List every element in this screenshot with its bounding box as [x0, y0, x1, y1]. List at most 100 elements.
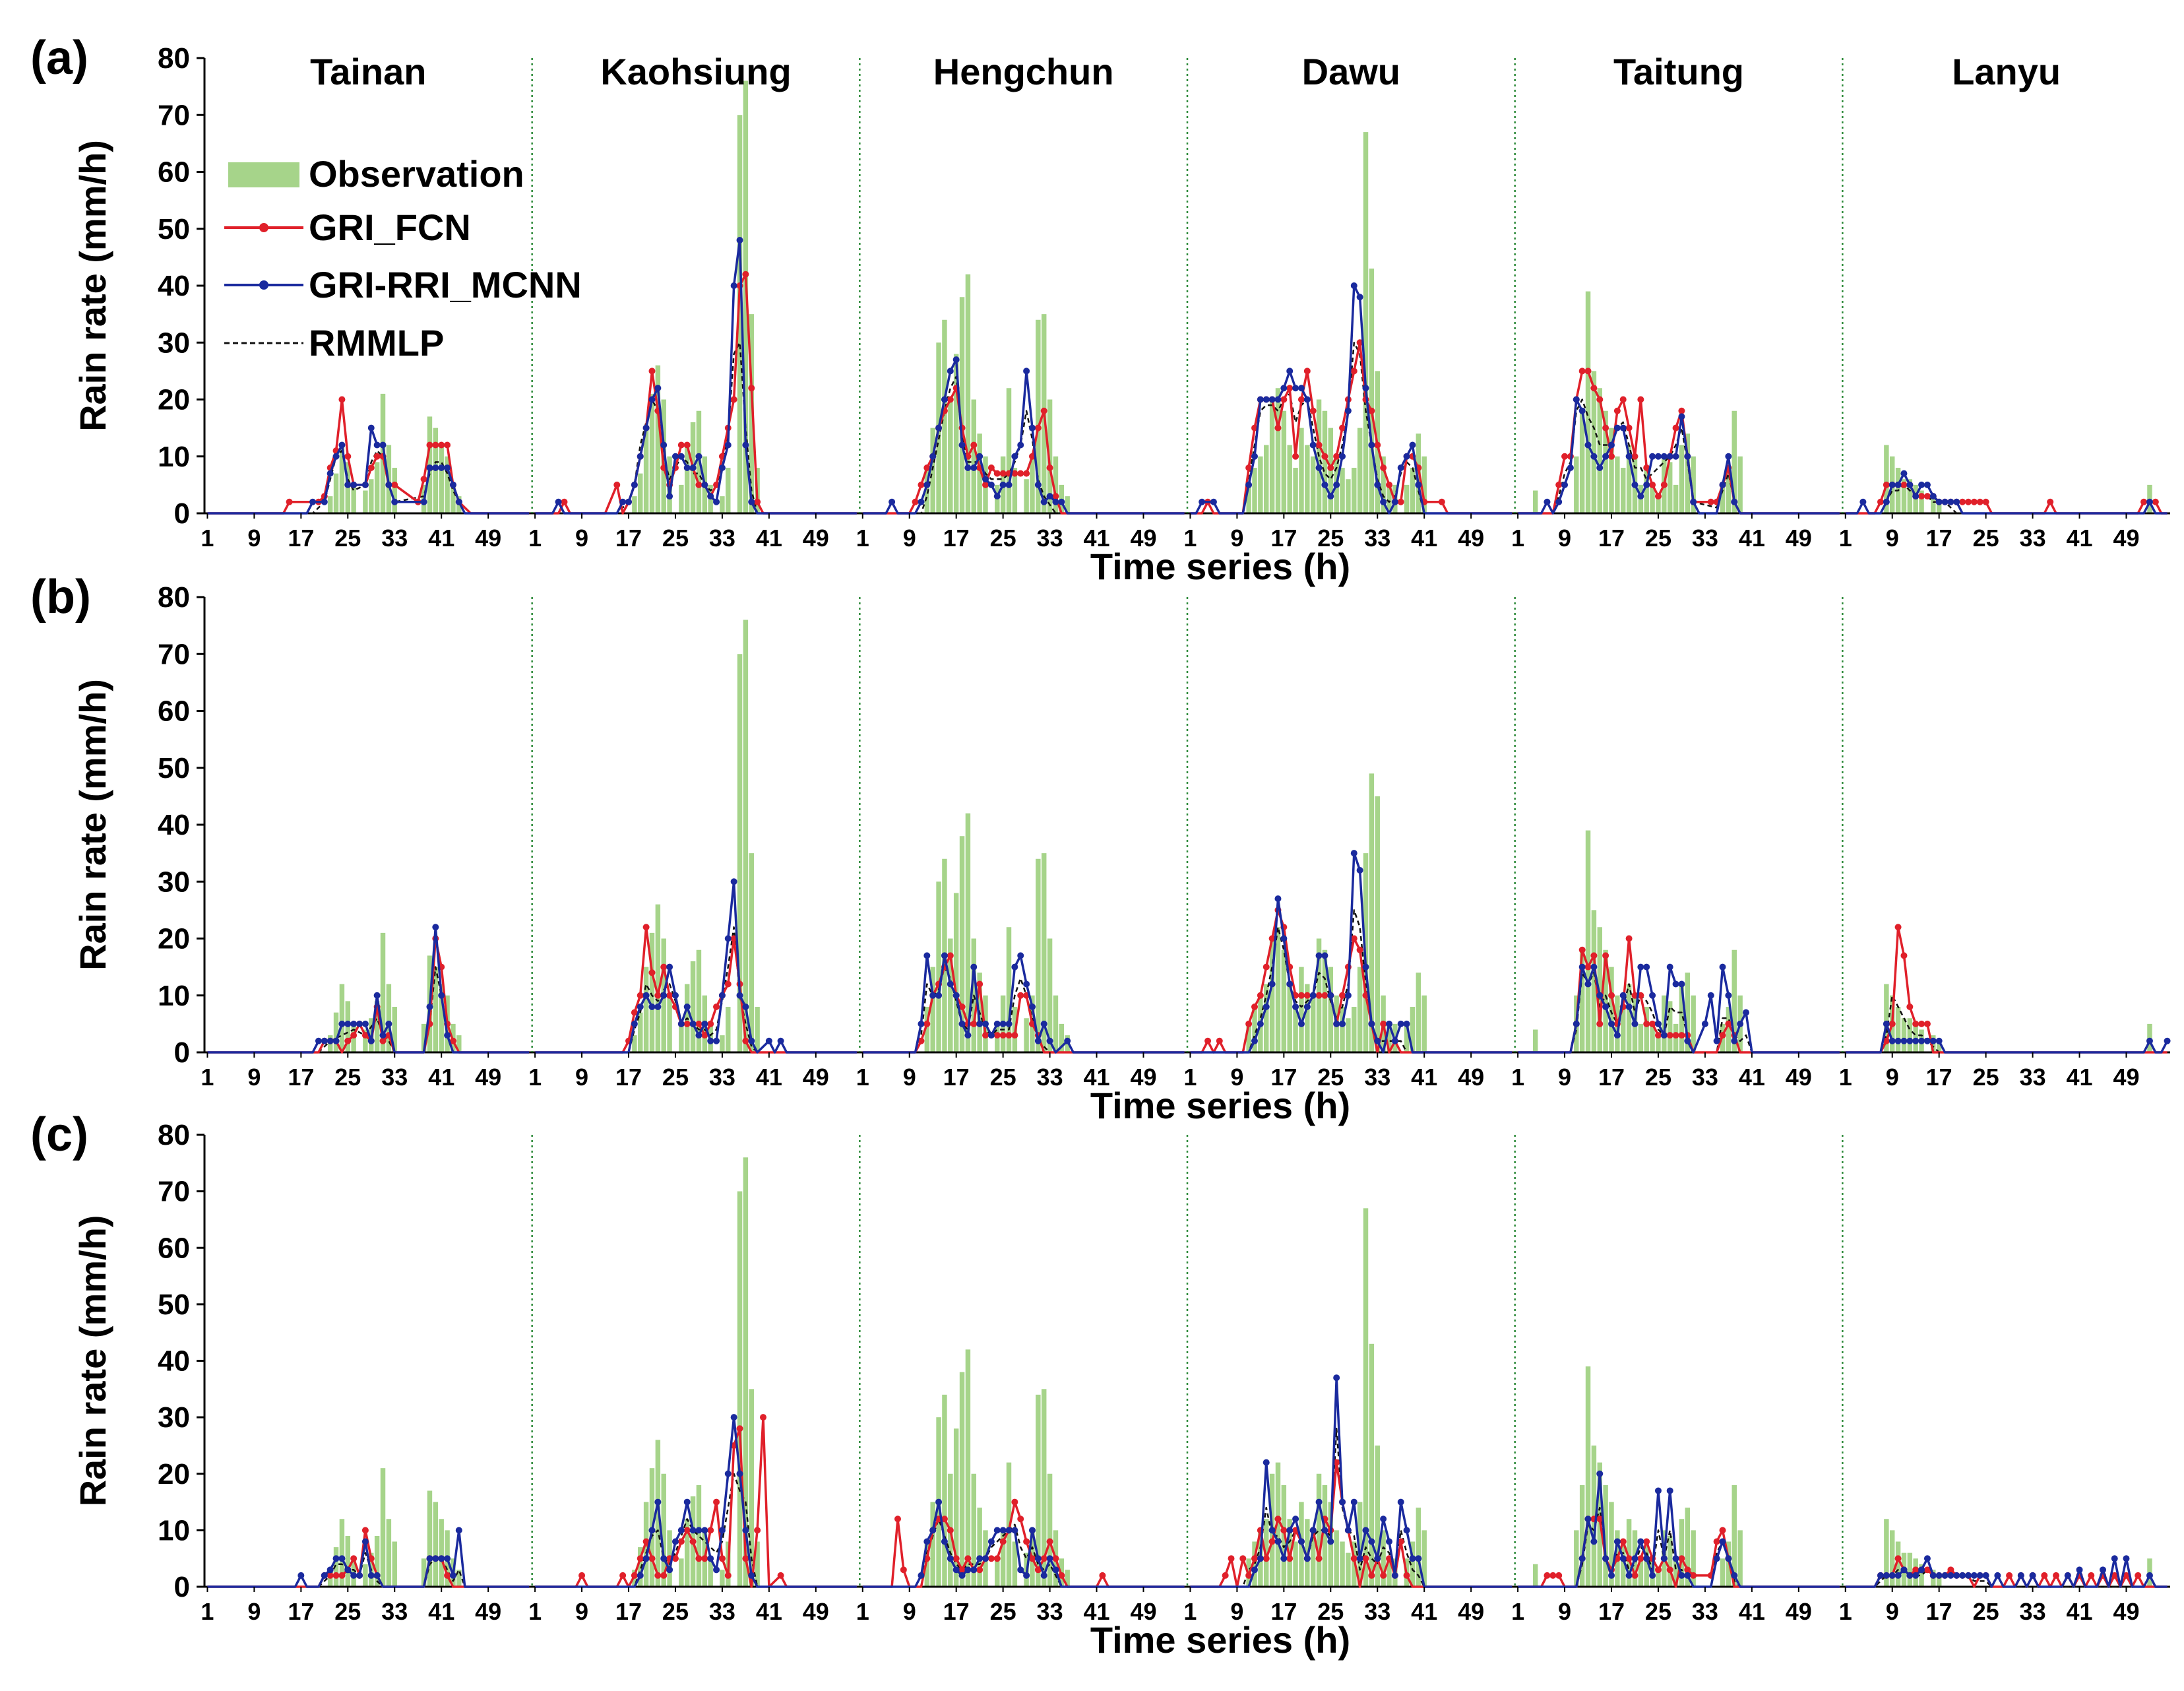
gri-rri-mcnn-marker: [426, 1555, 433, 1562]
observation-bar: [995, 1558, 1000, 1587]
gri-rri-mcnn-marker: [1303, 1555, 1311, 1562]
gri-rri-mcnn-marker: [1034, 481, 1042, 488]
x-tick-label: 17: [1270, 525, 1297, 552]
gri-rri-mcnn-marker: [1344, 992, 1352, 999]
observation-bar: [327, 496, 333, 513]
observation-bar: [726, 468, 731, 513]
observation-bar: [451, 484, 456, 513]
y-tick-label: 0: [174, 497, 190, 530]
gri-rri-mcnn-marker: [444, 1555, 451, 1562]
gri-rri-mcnn-marker: [1678, 413, 1685, 420]
gri-rri-mcnn-marker: [1713, 1555, 1720, 1562]
gri-rri-mcnn-marker: [1672, 1555, 1679, 1562]
rmmlp-line: [1190, 1428, 1513, 1588]
gri-rri-mcnn-marker: [1315, 1498, 1323, 1506]
gri-rri-mcnn-marker: [918, 1020, 925, 1027]
gri-fcn-marker: [1099, 1572, 1106, 1579]
gri-rri-mcnn-marker: [1725, 1555, 1732, 1562]
gri-rri-mcnn-marker: [1713, 1037, 1720, 1044]
gri-rri-mcnn-marker: [449, 1572, 456, 1579]
gri-rri-mcnn-marker: [631, 1020, 638, 1027]
observation-bar: [1650, 1023, 1655, 1052]
x-tick-label: 1: [1183, 1598, 1197, 1625]
gri-rri-mcnn-marker: [373, 992, 381, 999]
gri-rri-mcnn-marker: [666, 963, 673, 971]
observation-bar: [1621, 1007, 1626, 1052]
gri-rri-mcnn-marker: [952, 1566, 960, 1574]
gri-rri-mcnn-marker: [1339, 453, 1346, 460]
gri-rri-mcnn-marker: [1994, 1572, 2001, 1579]
gri-rri-mcnn-marker: [1374, 1555, 1381, 1562]
gri-rri-mcnn-marker: [1274, 1538, 1282, 1545]
gri-rri-mcnn-marker: [707, 1555, 714, 1562]
x-tick-label: 33: [2020, 1598, 2046, 1625]
gri-rri-mcnn-marker: [742, 441, 749, 449]
observation-bar: [924, 1007, 930, 1052]
gri-fcn-marker: [742, 1555, 749, 1562]
gri-rri-mcnn-marker: [1719, 481, 1726, 488]
gri-rri-mcnn-marker: [1315, 464, 1323, 471]
observation-bar: [1053, 456, 1059, 513]
gri-rri-mcnn-marker: [1666, 453, 1673, 460]
gri-fcn-marker: [1245, 1020, 1253, 1027]
observation-bar: [930, 428, 935, 513]
gri-rri-mcnn-line: [535, 880, 857, 1054]
gri-rri-mcnn-marker: [1929, 1572, 1937, 1579]
gri-rri-mcnn-marker: [315, 1037, 322, 1044]
x-tick-label: 33: [381, 1598, 408, 1625]
gri-rri-mcnn-line: [862, 1500, 1185, 1588]
gri-rri-mcnn-marker: [1649, 453, 1656, 460]
gri-fcn-marker: [344, 1037, 352, 1044]
gri-rri-mcnn-marker: [1672, 453, 1679, 460]
gri-fcn-marker: [912, 498, 919, 505]
x-tick-label: 1: [201, 1598, 214, 1625]
gri-fcn-marker: [1380, 1020, 1387, 1027]
gri-fcn-marker: [1912, 1566, 1919, 1574]
gri-rri-mcnn-marker: [642, 992, 650, 999]
gri-rri-mcnn-marker: [952, 356, 960, 364]
observation-bar: [339, 984, 345, 1052]
gri-rri-mcnn-marker: [976, 453, 983, 460]
gri-rri-mcnn-marker: [1344, 1527, 1352, 1534]
gri-rri-mcnn-marker: [1257, 1555, 1264, 1562]
x-tick-label: 41: [428, 1064, 454, 1091]
observation-bar: [643, 967, 649, 1052]
x-tick-label: 9: [575, 1064, 588, 1091]
gri-rri-mcnn-marker: [1888, 1572, 1896, 1579]
gri-fcn-marker: [970, 441, 978, 449]
gri-rri-mcnn-marker: [1654, 1020, 1662, 1027]
x-tick-label: 25: [1973, 1064, 1999, 1091]
x-tick-label: 41: [1411, 525, 1437, 552]
gri-rri-mcnn-marker: [432, 924, 439, 931]
gri-rri-mcnn-marker: [2064, 1572, 2071, 1579]
gri-rri-mcnn-marker: [724, 1470, 732, 1477]
observation-bar: [1726, 1541, 1732, 1587]
gri-fcn-marker: [1654, 493, 1662, 500]
gri-fcn-marker: [619, 1572, 627, 1579]
gri-rri-mcnn-marker: [327, 470, 334, 477]
observation-bar: [1626, 445, 1632, 513]
observation-bar: [1410, 1541, 1416, 1587]
gri-fcn-marker: [1245, 1572, 1253, 1579]
gri-rri-mcnn-marker: [701, 1020, 708, 1027]
gri-fcn-marker: [1315, 992, 1323, 999]
gri-rri-mcnn-marker: [1654, 453, 1662, 460]
x-tick-label: 49: [1786, 1598, 1812, 1625]
gri-fcn-marker: [736, 1425, 743, 1432]
gri-fcn-marker: [2047, 498, 2054, 505]
gri-rri-mcnn-marker: [379, 441, 387, 449]
gri-rri-mcnn-marker: [718, 464, 726, 471]
gri-fcn-marker: [1292, 453, 1299, 460]
observation-bar: [1334, 1530, 1339, 1587]
gri-rri-mcnn-marker: [1929, 1037, 1937, 1044]
gri-fcn-marker: [947, 1527, 954, 1534]
observation-bar: [1030, 456, 1035, 513]
gri-fcn-marker: [660, 1572, 668, 1579]
gri-rri-mcnn-marker: [929, 453, 937, 460]
x-tick-label: 49: [2113, 525, 2139, 552]
observation-bar: [1036, 858, 1041, 1052]
gri-rri-mcnn-marker: [1918, 481, 1925, 488]
x-tick-label: 9: [1886, 1598, 1899, 1625]
gri-rri-mcnn-marker: [701, 1527, 708, 1534]
gri-rri-mcnn-marker: [1678, 980, 1685, 988]
